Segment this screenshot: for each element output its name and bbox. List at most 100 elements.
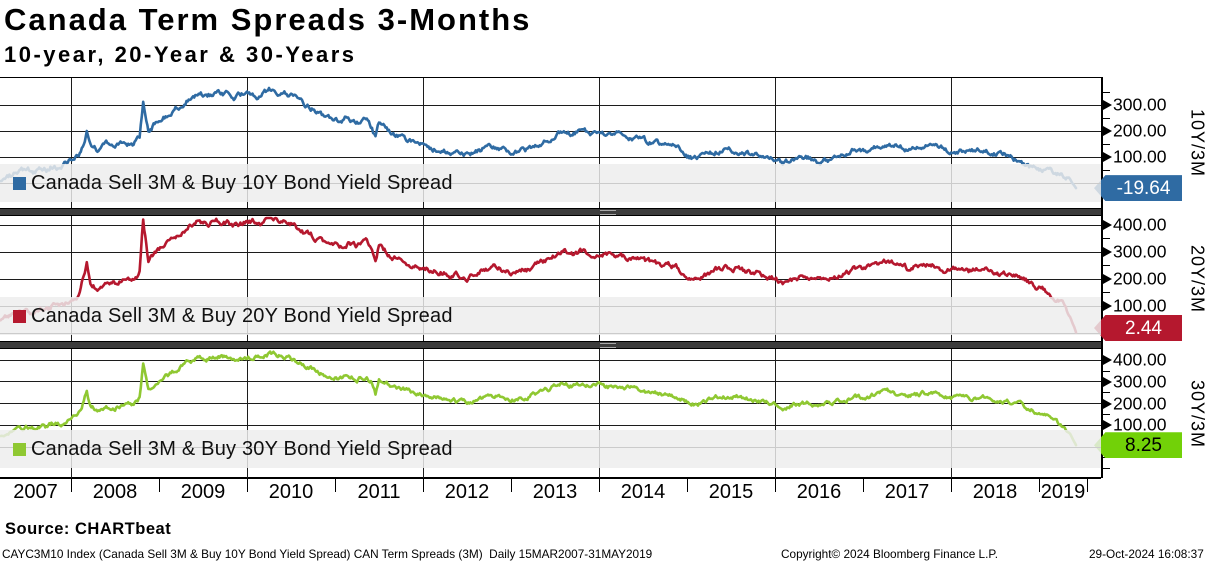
gridline-vertical xyxy=(951,349,952,478)
gridline-vertical xyxy=(71,349,72,478)
y-tick-label: 400.00 xyxy=(1113,349,1167,370)
y-tick-label: 300.00 xyxy=(1113,94,1167,115)
year-tick xyxy=(599,479,600,492)
year-label: 2010 xyxy=(268,481,314,503)
year-tick xyxy=(71,479,72,492)
gridline-horizontal xyxy=(0,252,1101,253)
gridline-vertical xyxy=(951,216,952,341)
gridline-vertical xyxy=(423,216,424,341)
year-label: 2013 xyxy=(532,481,578,503)
y-tick-arrow-icon xyxy=(1103,355,1112,366)
gridline-horizontal xyxy=(0,279,1101,280)
y-tick-label: 100.00 xyxy=(1113,414,1167,435)
legend-swatch-icon xyxy=(13,176,26,190)
y-tick-label: 200.00 xyxy=(1113,268,1167,289)
legend-swatch-icon xyxy=(13,442,26,456)
legend-item[interactable]: Canada Sell 3M & Buy 10Y Bond Yield Spre… xyxy=(0,164,1101,202)
y-tick-arrow-icon xyxy=(1103,152,1112,162)
legend-label: Canada Sell 3M & Buy 10Y Bond Yield Spre… xyxy=(31,171,453,194)
separator-grip-handle[interactable] xyxy=(600,210,616,215)
gridline-vertical xyxy=(775,349,776,478)
last-value-badge: 8.25 xyxy=(1094,432,1182,459)
y-tick-label: 100.00 xyxy=(1113,295,1167,316)
chart-panel-10y-3m: Canada Sell 3M & Buy 10Y Bond Yield Spre… xyxy=(0,78,1101,208)
year-tick xyxy=(1039,479,1040,492)
chart-top-border xyxy=(0,77,1101,78)
right-axis-line xyxy=(1101,77,1103,478)
legend-label: Canada Sell 3M & Buy 20Y Bond Yield Spre… xyxy=(31,304,453,327)
panel-separator xyxy=(0,341,1101,349)
y-minor-tick xyxy=(1103,414,1110,415)
axis-title-10y-3m: 10Y/3M xyxy=(1187,108,1208,178)
axis-title-30y-3m: 30Y/3M xyxy=(1187,379,1208,448)
series-line-30y-3m xyxy=(0,350,1078,447)
y-tick-arrow-icon xyxy=(1103,274,1112,284)
y-tick-arrow-icon xyxy=(1103,398,1112,409)
y-minor-tick xyxy=(1103,144,1110,145)
gridline-horizontal xyxy=(0,105,1101,106)
source-label: Source: CHARTbeat xyxy=(5,520,172,538)
year-label: 2007 xyxy=(13,481,58,503)
year-tick xyxy=(247,479,248,492)
y-minor-tick xyxy=(1103,292,1110,293)
last-value-badge: -19.64 xyxy=(1094,175,1182,202)
x-axis-baseline xyxy=(0,477,1101,479)
chart-panel-20y-3m: Canada Sell 3M & Buy 20Y Bond Yield Spre… xyxy=(0,216,1101,341)
y-tick-label: 300.00 xyxy=(1113,371,1167,392)
year-tick xyxy=(1087,479,1088,492)
legend-item[interactable]: Canada Sell 3M & Buy 30Y Bond Yield Spre… xyxy=(0,430,1101,468)
y-tick-arrow-icon xyxy=(1103,220,1112,230)
year-tick xyxy=(863,479,864,492)
gridline-vertical xyxy=(951,78,952,208)
year-tick xyxy=(159,479,160,492)
year-tick xyxy=(335,479,336,492)
year-tick xyxy=(423,479,424,492)
gridline-vertical xyxy=(599,349,600,478)
y-minor-tick xyxy=(1103,170,1110,171)
y-tick-arrow-icon xyxy=(1103,247,1112,257)
legend-item[interactable]: Canada Sell 3M & Buy 20Y Bond Yield Spre… xyxy=(0,297,1101,335)
y-minor-tick xyxy=(1103,92,1110,93)
gridline-vertical xyxy=(599,78,600,208)
gridline-vertical xyxy=(71,78,72,208)
gridline-vertical xyxy=(247,78,248,208)
gridline-vertical xyxy=(71,216,72,341)
axis-title-20y-3m: 20Y/3M xyxy=(1187,244,1208,313)
year-tick xyxy=(511,479,512,492)
page-subtitle: 10-year, 20-Year & 30-Years xyxy=(4,42,357,67)
footer-timestamp: 29-Oct-2024 16:08:37 xyxy=(1089,547,1204,561)
gridline-horizontal xyxy=(0,403,1101,404)
gridline-vertical xyxy=(247,216,248,341)
y-tick-arrow-icon xyxy=(1103,420,1112,431)
separator-grip-handle[interactable] xyxy=(600,343,616,348)
year-label: 2015 xyxy=(708,481,754,503)
series-line-10y-3m xyxy=(0,86,1078,190)
year-label: 2011 xyxy=(357,481,401,503)
year-label: 2018 xyxy=(972,481,1018,503)
y-minor-tick xyxy=(1103,265,1110,266)
gridline-horizontal xyxy=(0,157,1101,158)
year-label: 2019 xyxy=(1040,481,1086,503)
y-tick-arrow-icon xyxy=(1103,100,1112,110)
last-value-badge: 2.44 xyxy=(1094,315,1182,341)
series-line-20y-3m xyxy=(0,216,1078,334)
gridline-horizontal xyxy=(0,425,1101,426)
page-title: Canada Term Spreads 3-Months xyxy=(4,2,532,37)
year-tick xyxy=(951,479,952,492)
y-tick-arrow-icon xyxy=(1103,126,1112,136)
legend-swatch-icon xyxy=(13,309,26,323)
panel-separator xyxy=(0,208,1101,216)
y-minor-tick xyxy=(1103,238,1110,239)
gridline-vertical xyxy=(247,349,248,478)
y-tick-label: 200.00 xyxy=(1113,392,1167,413)
footer-copyright: Copyright© 2024 Bloomberg Finance L.P. xyxy=(781,547,999,561)
year-tick xyxy=(687,479,688,492)
y-tick-label: 300.00 xyxy=(1113,241,1167,262)
footer-description: CAYC3M10 Index (Canada Sell 3M & Buy 10Y… xyxy=(2,547,653,561)
y-tick-label: 400.00 xyxy=(1113,214,1167,235)
year-label: 2008 xyxy=(92,481,138,503)
year-label: 2017 xyxy=(884,481,930,503)
year-label: 2016 xyxy=(796,481,842,503)
gridline-horizontal xyxy=(0,131,1101,132)
gridline-horizontal xyxy=(0,225,1101,226)
